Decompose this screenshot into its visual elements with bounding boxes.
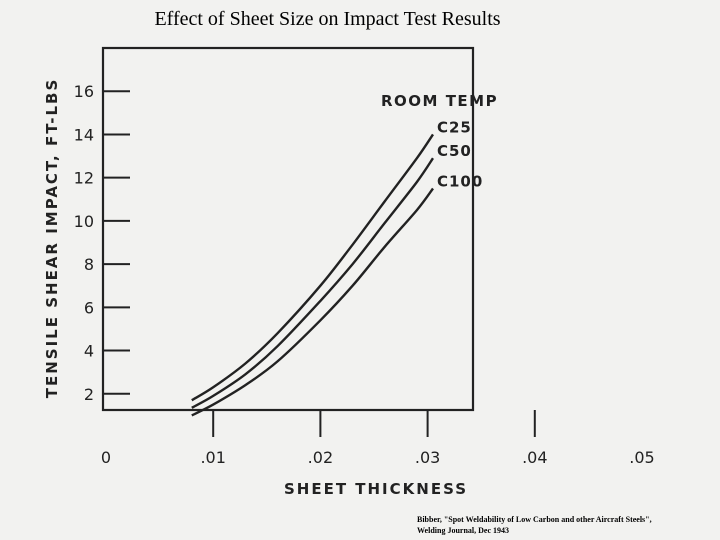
room-temp-annotation: ROOM TEMP	[381, 92, 498, 110]
x-tick-label: .04	[522, 448, 547, 467]
series-label-c100: C100	[437, 172, 483, 190]
y-tick-label: 4	[84, 342, 94, 361]
y-axis-label: TENSILE SHEAR IMPACT, FT-LBS	[43, 78, 61, 398]
x-tick-label: .02	[308, 448, 333, 467]
x-axis-label: SHEET THICKNESS	[284, 480, 468, 498]
y-tick-label: 6	[84, 298, 94, 317]
citation-line-1: Bibber, "Spot Weldability of Low Carbon …	[417, 515, 652, 524]
series-line-c50	[191, 157, 434, 409]
y-tick-label: 14	[74, 125, 94, 144]
y-tick-label: 2	[84, 385, 94, 404]
series-label-c25: C25	[437, 118, 472, 136]
series-line-c25	[191, 133, 434, 402]
y-tick-label: 12	[74, 169, 94, 188]
series-label-c50: C50	[437, 142, 472, 160]
x-axis-ticks: 0 .01 .02 .03 .04 .05	[101, 410, 655, 467]
x-tick-label: .01	[200, 448, 225, 467]
x-tick-label: .03	[415, 448, 440, 467]
x-tick-label: 0	[101, 448, 111, 467]
citation: Bibber, "Spot Weldability of Low Carbon …	[417, 514, 717, 536]
series-group: C25 C50 C100	[191, 118, 483, 417]
y-axis-ticks: 2 4 6 8 10 12 14 16	[74, 82, 130, 404]
page-title: Effect of Sheet Size on Impact Test Resu…	[154, 8, 501, 30]
y-tick-label: 16	[74, 82, 94, 101]
series-line-c100	[191, 187, 434, 417]
citation-line-2: Welding Journal, Dec 1943	[417, 526, 510, 535]
plot-frame	[101, 46, 475, 412]
x-tick-label: .05	[629, 448, 654, 467]
y-tick-label: 10	[74, 212, 94, 231]
y-tick-label: 8	[84, 255, 94, 274]
